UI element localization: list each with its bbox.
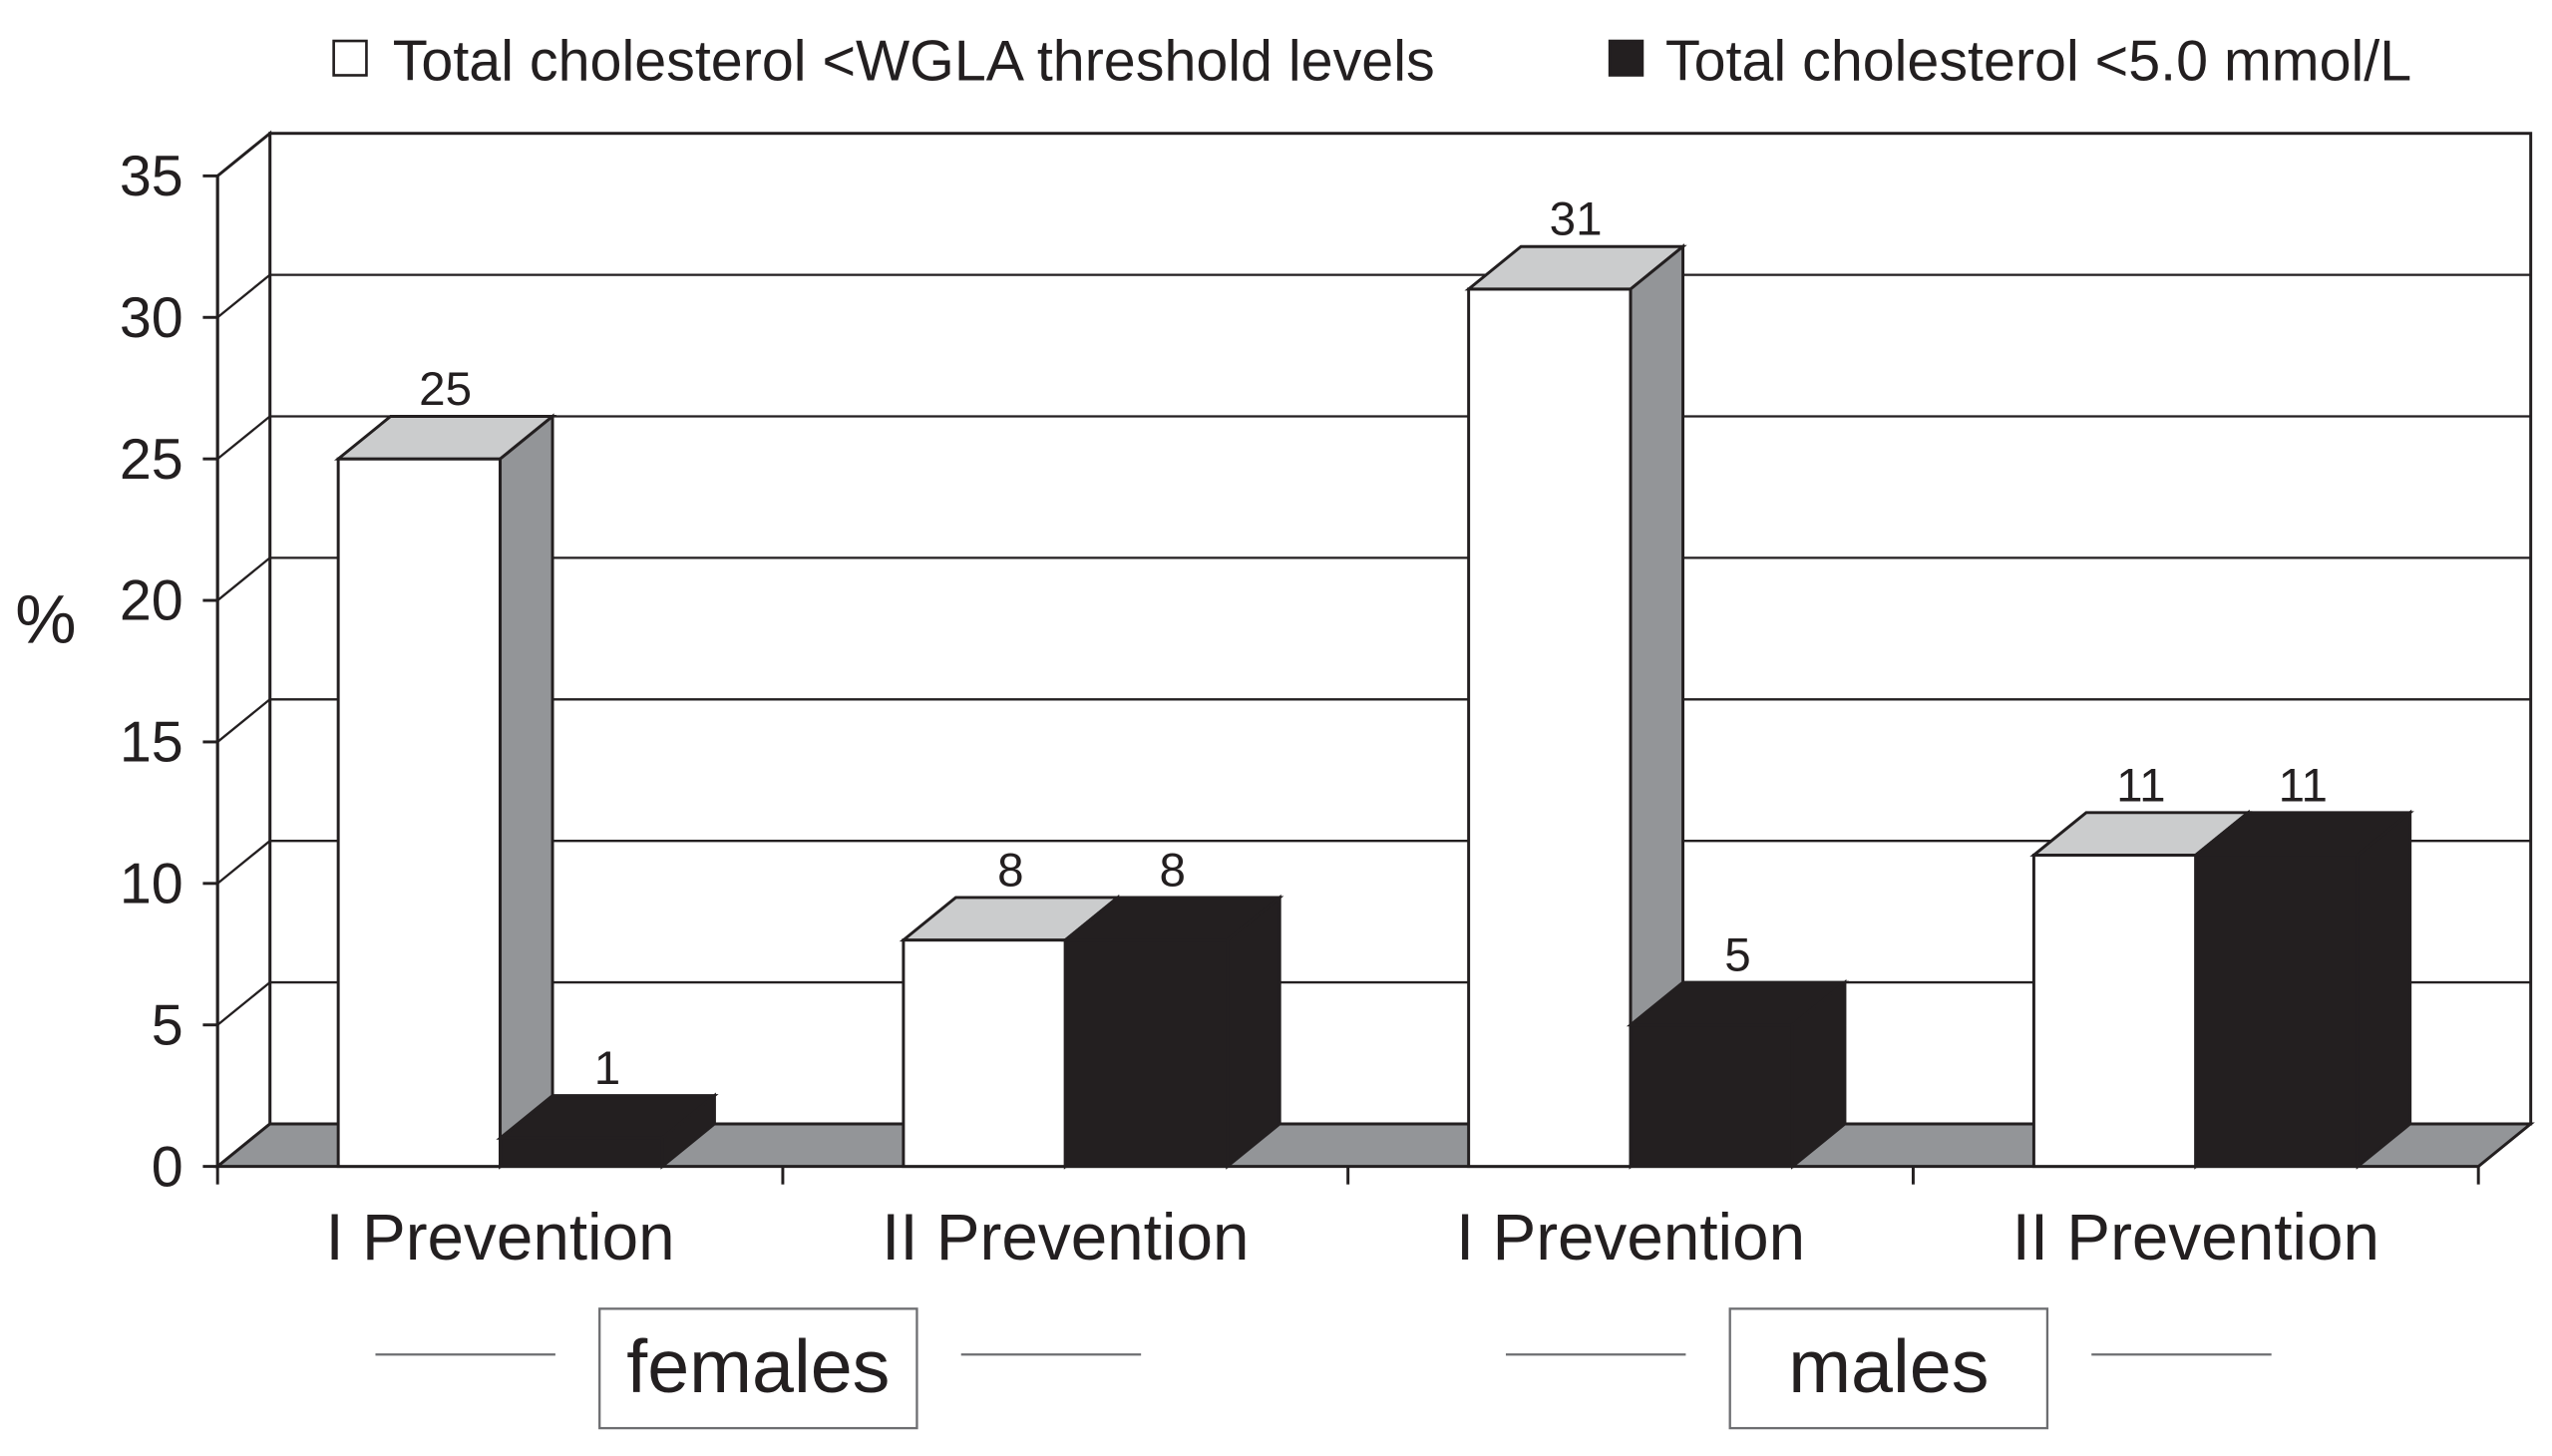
data-label-series-1-category-2: 5 — [1724, 929, 1750, 982]
data-label-series-1-category-1: 8 — [1160, 844, 1186, 897]
data-label-series-0-category-3: 11 — [2116, 759, 2165, 812]
side-gridline-10 — [216, 840, 271, 885]
bar-series-0-category-2 — [1464, 243, 1687, 1170]
bar-side-face — [1790, 978, 1847, 1170]
bar-side-face — [660, 1092, 716, 1170]
legend-swatch-series-1 — [1608, 39, 1644, 77]
data-label-series-1-category-3: 11 — [2279, 759, 2328, 812]
bar-front-face — [1467, 287, 1633, 1169]
legend-entry-series-1: Total cholesterol <5.0 mmol/L — [1608, 29, 2411, 93]
group-label-box — [1728, 1307, 2049, 1430]
y-tick-label-10: 10 — [120, 853, 183, 916]
legend-entry-series-0: Total cholesterol <WGLA threshold levels — [332, 29, 1435, 93]
category-group-0: females — [375, 1307, 1142, 1430]
plot-walls — [213, 130, 2535, 1170]
legend-label-series-0: Total cholesterol <WGLA threshold levels — [393, 29, 1435, 93]
category-label-0: I Prevention — [325, 1201, 674, 1274]
y-tick-label-0: 0 — [152, 1135, 183, 1199]
bars — [333, 243, 2414, 1170]
bar-front-face — [499, 1136, 664, 1169]
data-label-series-0-category-0: 25 — [419, 363, 472, 416]
bar-front-face — [902, 938, 1067, 1169]
y-tick-label-25: 25 — [120, 428, 183, 492]
data-label-series-0-category-1: 8 — [997, 844, 1023, 897]
legend-label-series-1: Total cholesterol <5.0 mmol/L — [1665, 29, 2411, 93]
legend-swatch-series-0 — [332, 39, 368, 77]
group-label: females — [626, 1324, 890, 1408]
bar-front-face — [1063, 938, 1230, 1169]
bar-front-face — [1629, 1023, 1794, 1169]
y-tick-label-20: 20 — [120, 569, 183, 633]
side-gridline-30 — [216, 273, 271, 319]
y-axis-title: % — [15, 581, 76, 658]
bar-side-face — [499, 413, 554, 1170]
group-label-box — [598, 1307, 918, 1430]
x-axis: I Prevention II Prevention I Prevention II … — [215, 1166, 2480, 1274]
bar-front-face — [2194, 853, 2360, 1169]
y-tick-label-35: 35 — [120, 145, 183, 208]
bar-series-0-category-0 — [333, 413, 557, 1170]
bar-front-face — [2031, 853, 2198, 1169]
y-tick-label-30: 30 — [120, 286, 183, 350]
category-label-2: I Prevention — [1456, 1201, 1805, 1274]
category-label-1: II Prevention — [882, 1201, 1249, 1274]
data-label-series-0-category-2: 31 — [1550, 193, 1603, 246]
bar-series-1-category-3 — [2191, 809, 2414, 1170]
group-label: males — [1788, 1324, 1989, 1408]
category-group-1: males — [1505, 1307, 2272, 1430]
bar-series-1-category-2 — [1626, 978, 1850, 1170]
category-groups: females males — [375, 1307, 2272, 1430]
category-label-3: II Prevention — [2012, 1201, 2379, 1274]
data-label-series-1-category-0: 1 — [594, 1042, 620, 1095]
side-gridline-35 — [216, 132, 271, 178]
side-gridline-5 — [216, 981, 271, 1026]
bar-front-face — [336, 457, 503, 1169]
side-gridline-20 — [216, 556, 271, 601]
y-tick-label-5: 5 — [152, 993, 183, 1057]
side-gridline-25 — [216, 415, 271, 461]
data-labels: 25 1 8 8 31 5 11 11 — [419, 193, 2328, 1095]
bar-side-face — [1226, 894, 1281, 1170]
legend: Total cholesterol <WGLA threshold levels… — [332, 29, 2411, 93]
bar-series-1-category-0 — [496, 1092, 719, 1170]
bar-side-face — [2356, 809, 2412, 1170]
y-tick-label-15: 15 — [120, 711, 183, 775]
side-gridline-15 — [216, 698, 271, 743]
side-wall — [215, 130, 272, 1170]
bar-series-1-category-1 — [1061, 894, 1284, 1170]
y-axis: 0 5 10 15 20 25 30 35 — [120, 145, 219, 1199]
